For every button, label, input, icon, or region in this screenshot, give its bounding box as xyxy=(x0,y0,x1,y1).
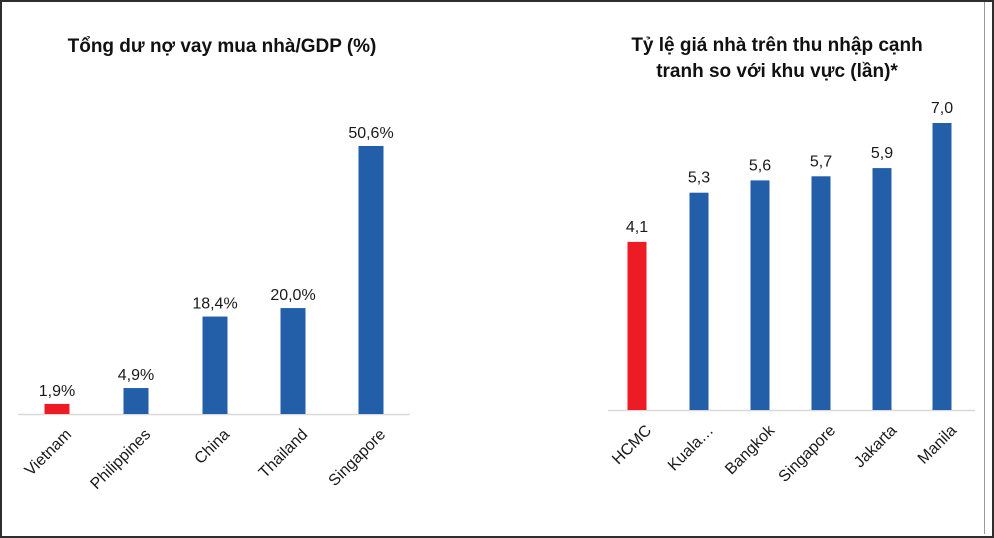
right-value-label: 7,0 xyxy=(931,100,953,117)
chart-house-price-to-income: Tỷ lệ giá nhà trên thu nhập cạnh tranh s… xyxy=(608,35,975,486)
left-category-label: Vietnam xyxy=(22,426,75,479)
right-bar-kuala xyxy=(689,192,709,410)
right-category-label: Manila xyxy=(915,422,960,467)
inner-border-line xyxy=(984,2,985,534)
left-category-label: Philippines xyxy=(87,426,154,493)
right-category-label: HCMC xyxy=(609,422,655,468)
right-value-label: 4,1 xyxy=(626,219,648,236)
right-value-label: 5,7 xyxy=(810,153,832,170)
chart-left-title: Tổng dư nợ vay mua nhà/GDP (%) xyxy=(68,36,377,57)
left-category-label: Thailand xyxy=(256,426,311,481)
left-value-label: 4,9% xyxy=(118,367,154,384)
right-bar-manila xyxy=(932,123,952,410)
right-value-label: 5,9 xyxy=(871,145,893,162)
left-value-label: 50,6% xyxy=(348,125,393,142)
right-value-label: 5,6 xyxy=(749,157,771,174)
right-bar-singapore xyxy=(811,176,831,410)
right-category-label: Singapore xyxy=(776,422,840,486)
left-bar-vietnam xyxy=(44,403,70,414)
right-bar-bangkok xyxy=(750,180,770,410)
right-value-label: 5,3 xyxy=(688,170,710,187)
right-category-label: Kuala… xyxy=(665,422,717,474)
left-value-label: 18,4% xyxy=(192,296,237,313)
left-bar-china xyxy=(202,316,228,414)
left-category-label: China xyxy=(192,426,234,468)
left-bar-philippines xyxy=(123,388,149,414)
right-bar-hcmc xyxy=(627,241,647,410)
left-value-label: 1,9% xyxy=(39,383,75,400)
chart-right-title-line-2: tranh so với khu vực (lần)* xyxy=(656,61,898,82)
right-category-label: Bangkok xyxy=(722,421,779,478)
chart-right-title-line-1: Tỷ lệ giá nhà trên thu nhập cạnh xyxy=(631,35,922,56)
left-bar-singapore xyxy=(358,146,384,414)
left-category-label: Singapore xyxy=(326,426,390,490)
left-bar-thailand xyxy=(280,308,306,414)
right-category-label: Jakarta xyxy=(851,422,900,471)
chart-mortgage-debt-to-gdp: Tổng dư nợ vay mua nhà/GDP (%) 1,9% Vietn… xyxy=(18,36,410,493)
right-bar-jakarta xyxy=(872,168,892,410)
left-value-label: 20,0% xyxy=(270,287,315,304)
